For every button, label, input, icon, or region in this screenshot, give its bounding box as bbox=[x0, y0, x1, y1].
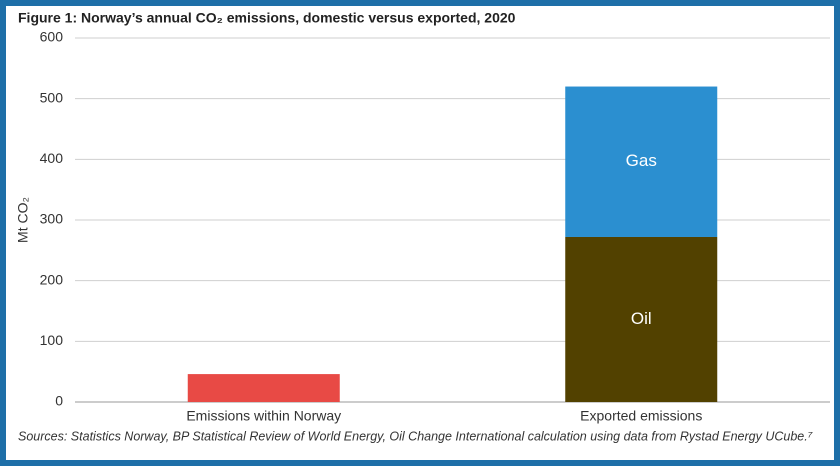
y-tick-label: 100 bbox=[40, 332, 64, 348]
y-tick-label: 600 bbox=[40, 29, 64, 45]
chart-title: Figure 1: Norway’s annual CO₂ emissions,… bbox=[18, 10, 516, 26]
source-note: Sources: Statistics Norway, BP Statistic… bbox=[18, 429, 813, 443]
segment-label: Gas bbox=[626, 151, 657, 170]
y-axis-label: Mt CO₂ bbox=[15, 197, 31, 243]
y-tick-label: 0 bbox=[55, 393, 63, 409]
bar-segment bbox=[187, 374, 340, 402]
y-tick-label: 300 bbox=[40, 211, 64, 227]
x-tick-label: Emissions within Norway bbox=[186, 408, 341, 424]
segment-label: Oil bbox=[631, 309, 652, 328]
x-tick-label: Exported emissions bbox=[580, 408, 702, 424]
bar-segment bbox=[565, 236, 718, 402]
bar-segment bbox=[565, 86, 718, 237]
y-tick-label: 500 bbox=[40, 89, 64, 105]
y-tick-label: 400 bbox=[40, 150, 64, 166]
y-tick-label: 200 bbox=[40, 271, 64, 287]
